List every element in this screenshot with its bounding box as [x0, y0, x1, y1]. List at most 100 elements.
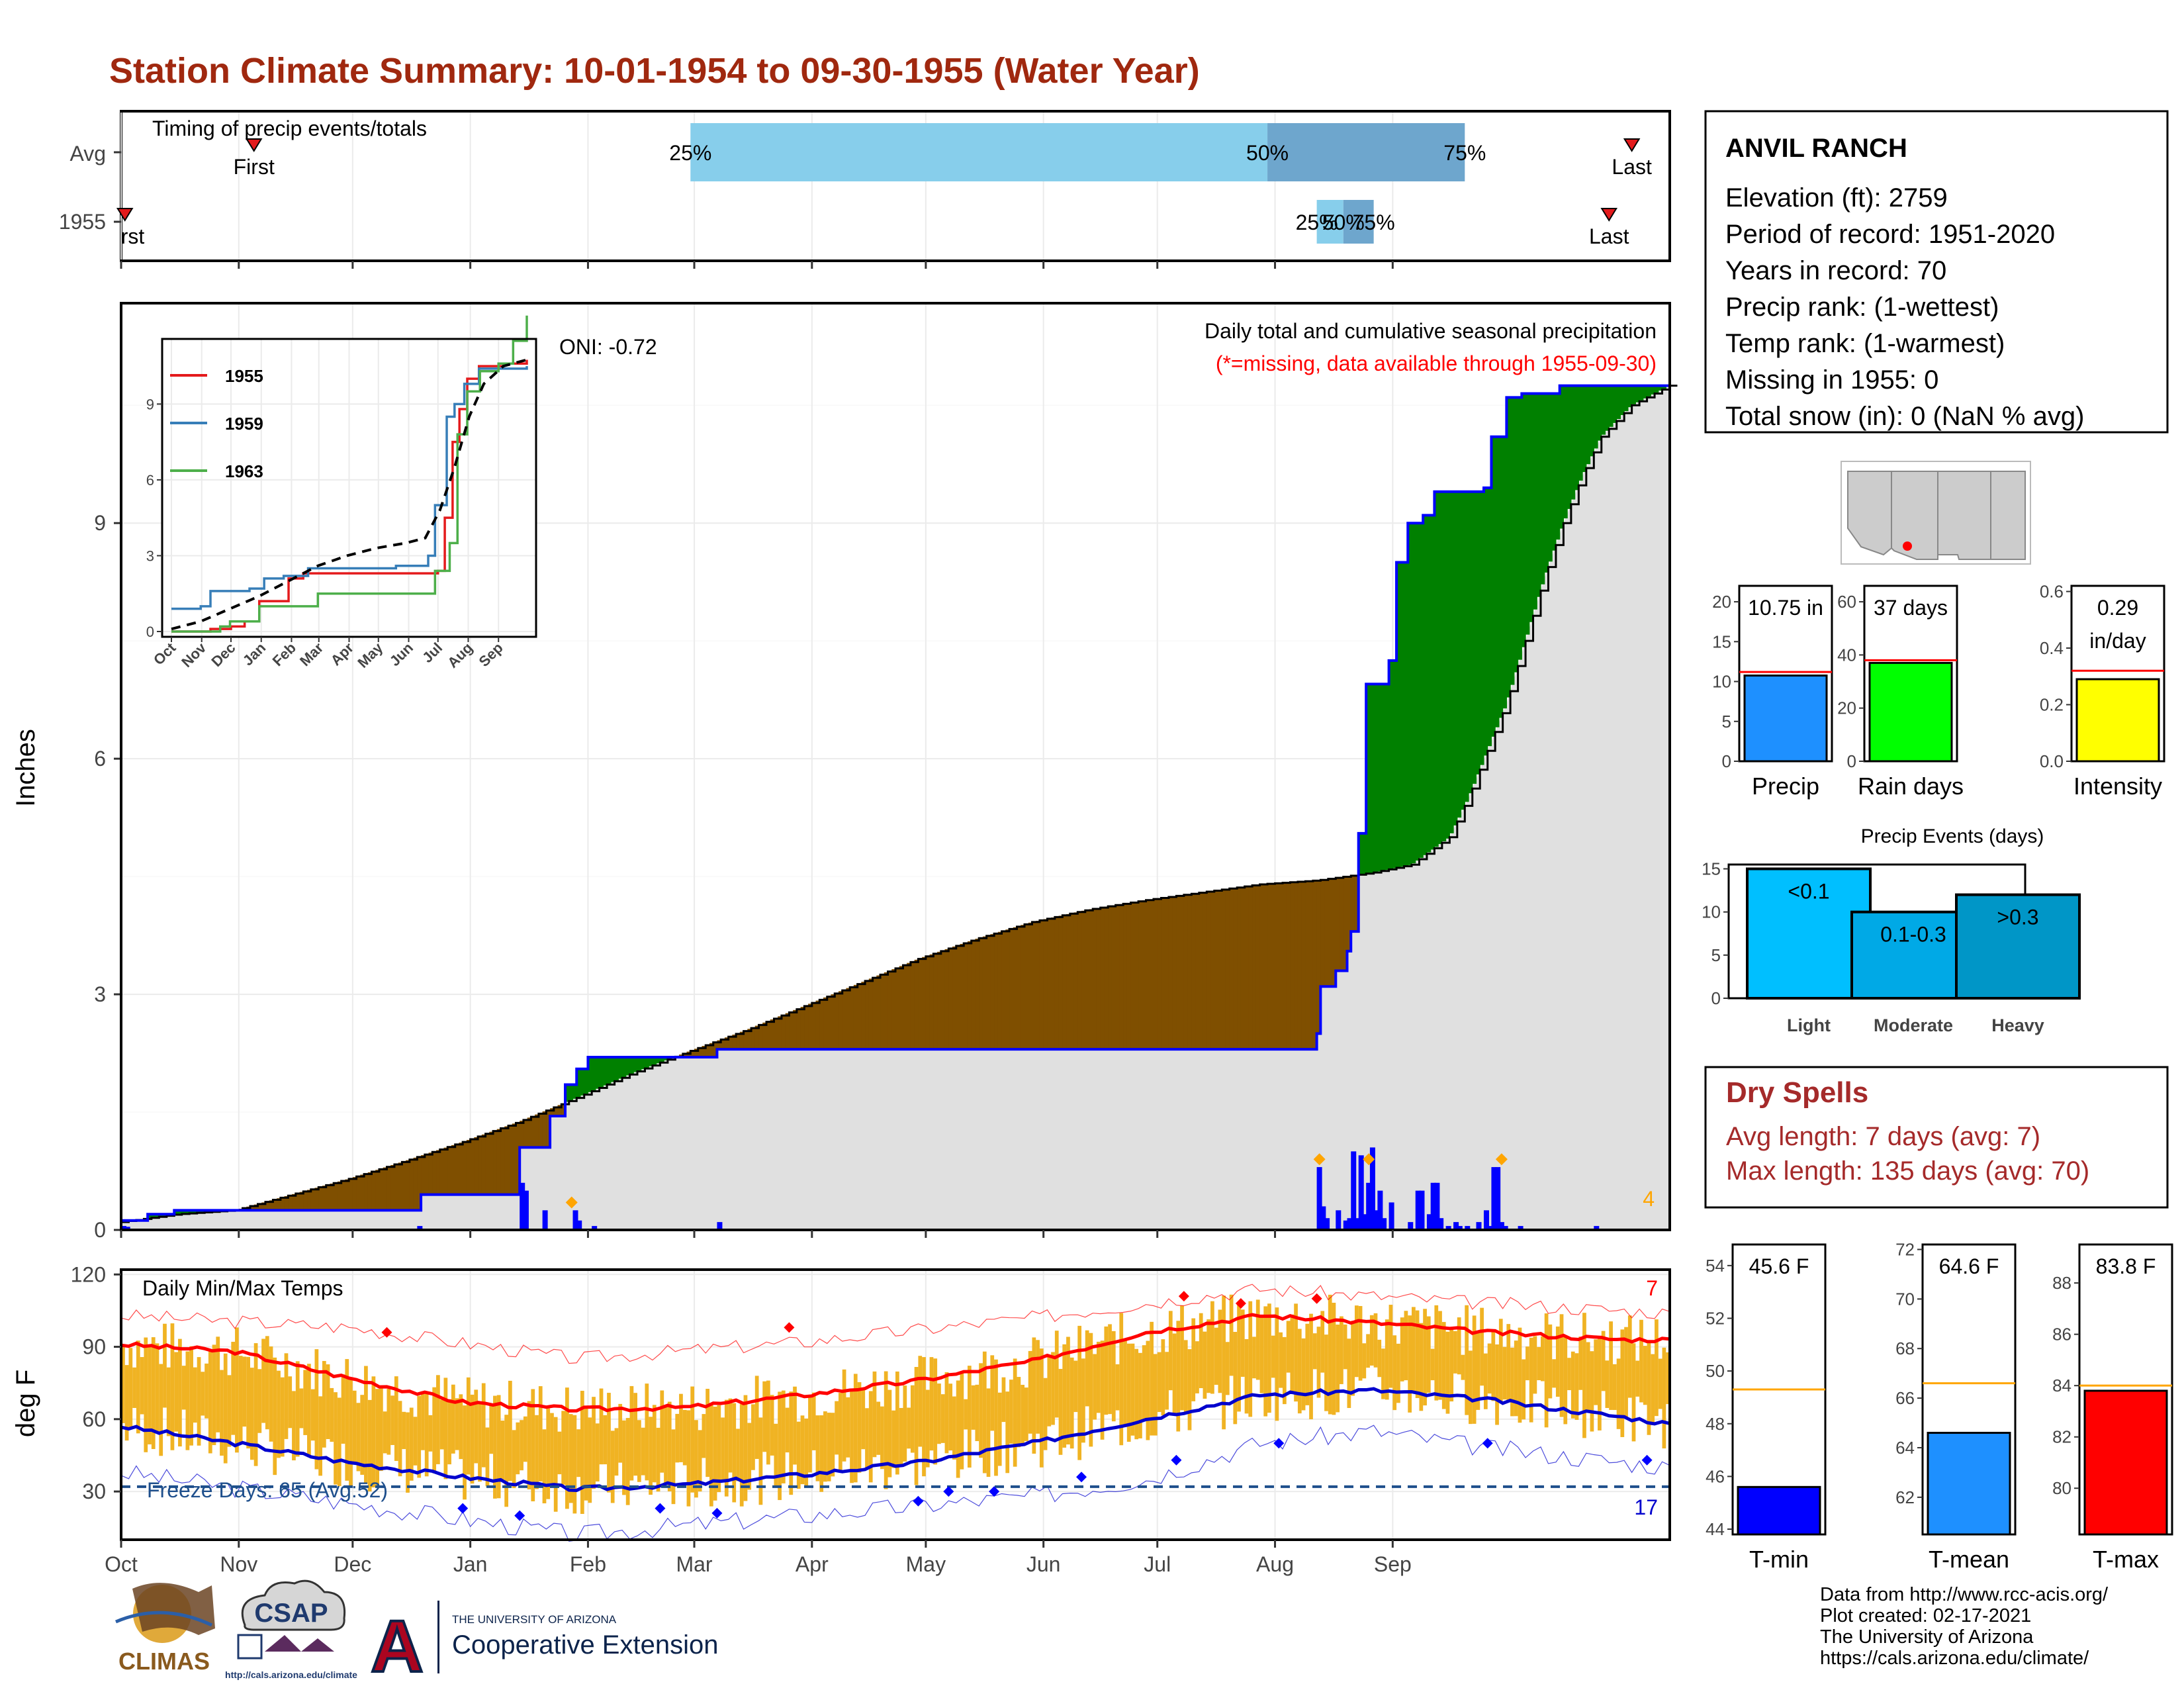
deficit-band	[1343, 876, 1348, 971]
daily-temp-range-bar	[1548, 1324, 1553, 1399]
first-label-clipped: rst	[121, 224, 145, 248]
surplus-band	[637, 1056, 642, 1071]
surplus-band	[625, 1056, 631, 1076]
surplus-band	[664, 1056, 668, 1060]
daily-temp-range-bar	[1518, 1327, 1522, 1423]
deficit-band	[561, 1103, 566, 1116]
surplus-band	[1620, 385, 1625, 416]
daily-temp-range-bar	[474, 1389, 478, 1464]
footer-line: https://cals.arizona.edu/climate/	[1820, 1648, 2089, 1669]
daily-precip-bar	[1465, 1226, 1471, 1230]
deficit-band	[1024, 923, 1029, 1050]
daily-temp-range-bar	[1051, 1352, 1055, 1425]
daily-precip-bar	[417, 1226, 423, 1230]
temps-panel-frame	[120, 1268, 1671, 1541]
deficit-band	[800, 1007, 805, 1050]
surplus-band	[622, 1056, 627, 1078]
surplus-band	[1609, 385, 1614, 427]
deficit-band	[489, 1131, 494, 1195]
daily-temp-range-bar	[1032, 1337, 1036, 1454]
deficit-band	[702, 1046, 706, 1057]
daily-temp-range-bar	[516, 1422, 520, 1475]
precip-y-ticks: 0 3 6 9	[94, 511, 121, 1242]
deficit-band	[474, 1137, 478, 1195]
deficit-band	[1309, 880, 1314, 1050]
daily-precip-bar	[1415, 1190, 1421, 1230]
deficit-band	[1218, 890, 1222, 1050]
dry-spells-frame	[1704, 1066, 2169, 1209]
daily-temp-range-bar	[1449, 1329, 1454, 1402]
deficit-band	[1009, 928, 1014, 1050]
daily-temp-range-bar	[1415, 1310, 1420, 1399]
daily-temp-range-bar	[629, 1385, 634, 1481]
daily-temp-range-bar	[1373, 1313, 1378, 1368]
daily-temp-range-bar	[614, 1428, 619, 1476]
daily-temp-range-bar	[288, 1376, 293, 1429]
deficit-band	[496, 1129, 502, 1195]
summary-y-tick-label: 82	[2052, 1427, 2071, 1447]
surplus-band	[1377, 684, 1382, 872]
daily-temp-range-bar	[1036, 1340, 1040, 1434]
summary-value-label-Rain days: 37 days	[1874, 596, 1948, 620]
timing-label-75: 75%	[1443, 141, 1486, 165]
deficit-band	[732, 1034, 737, 1050]
deficit-band	[819, 999, 824, 1050]
daily-temp-range-bar	[349, 1378, 353, 1487]
deficit-band	[918, 958, 923, 1050]
daily-temp-range-bar	[1426, 1316, 1431, 1393]
precip-event-count: 4	[1643, 1187, 1655, 1211]
surplus-band	[1548, 393, 1553, 562]
daily-temp-range-bar	[565, 1387, 569, 1509]
daily-temp-range-bar	[1502, 1346, 1507, 1400]
surplus-band	[1655, 385, 1659, 393]
daily-temp-range-bar	[390, 1395, 394, 1445]
deficit-band	[758, 1024, 763, 1050]
climas-logo: CLIMAS	[115, 1583, 215, 1675]
temps-x-tick-label: Jun	[1026, 1552, 1061, 1576]
surplus-band	[656, 1056, 661, 1064]
daily-temp-range-bar	[174, 1352, 179, 1432]
deficit-band	[261, 1202, 266, 1211]
deficit-band	[1187, 894, 1192, 1050]
daily-temp-range-bar	[284, 1353, 289, 1439]
deficit-band	[785, 1013, 790, 1050]
record-cold-marker	[1641, 1454, 1653, 1466]
daily-temp-range-bar	[1206, 1319, 1211, 1393]
deficit-band	[694, 1049, 699, 1057]
daily-temp-range-bar	[853, 1374, 858, 1483]
last-label: Last	[1589, 224, 1629, 248]
station-detail-line: Precip rank: (1-wettest)	[1725, 293, 1999, 322]
daily-temp-range-bar	[1176, 1321, 1181, 1432]
daily-temp-range-bar	[580, 1391, 584, 1515]
daily-temp-range-bar	[762, 1381, 766, 1452]
surplus-band	[1662, 385, 1666, 389]
deficit-band	[451, 1145, 456, 1195]
daily-temp-range-bar	[1469, 1350, 1473, 1425]
daily-temp-range-bar	[766, 1380, 770, 1465]
daily-temp-range-bar	[1631, 1343, 1636, 1442]
daily-temp-range-bar	[360, 1395, 365, 1475]
daily-temp-range-bar	[1009, 1380, 1013, 1444]
daily-precip-bar	[1354, 1218, 1360, 1230]
daily-temp-range-bar	[163, 1323, 167, 1408]
surplus-band	[1396, 562, 1401, 868]
events-y-tick-label: 0	[1711, 988, 1721, 1008]
daily-temp-range-bar	[1541, 1336, 1545, 1382]
avg-min-line	[120, 1387, 1670, 1493]
deficit-band	[1085, 910, 1090, 1050]
summary-y-tick-label: 10	[1712, 672, 1731, 692]
deficit-band	[406, 1160, 410, 1211]
daily-temp-range-bar	[960, 1372, 964, 1470]
daily-temp-range-bar	[1434, 1305, 1439, 1401]
summary-y-tick-label: 44	[1706, 1519, 1725, 1539]
daily-temp-range-bar	[793, 1386, 797, 1465]
deficit-band	[717, 1040, 721, 1050]
precip-y-tick-label: 6	[94, 747, 106, 771]
deficit-band	[865, 980, 870, 1050]
summary-y-tick-label: 40	[1837, 645, 1856, 665]
surplus-band	[1373, 684, 1378, 872]
daily-temp-range-bar	[743, 1395, 748, 1501]
station-name: ANVIL RANCH	[1725, 134, 1907, 163]
daily-temp-range-bar	[1366, 1334, 1370, 1368]
daily-temp-range-bar	[1491, 1330, 1496, 1401]
